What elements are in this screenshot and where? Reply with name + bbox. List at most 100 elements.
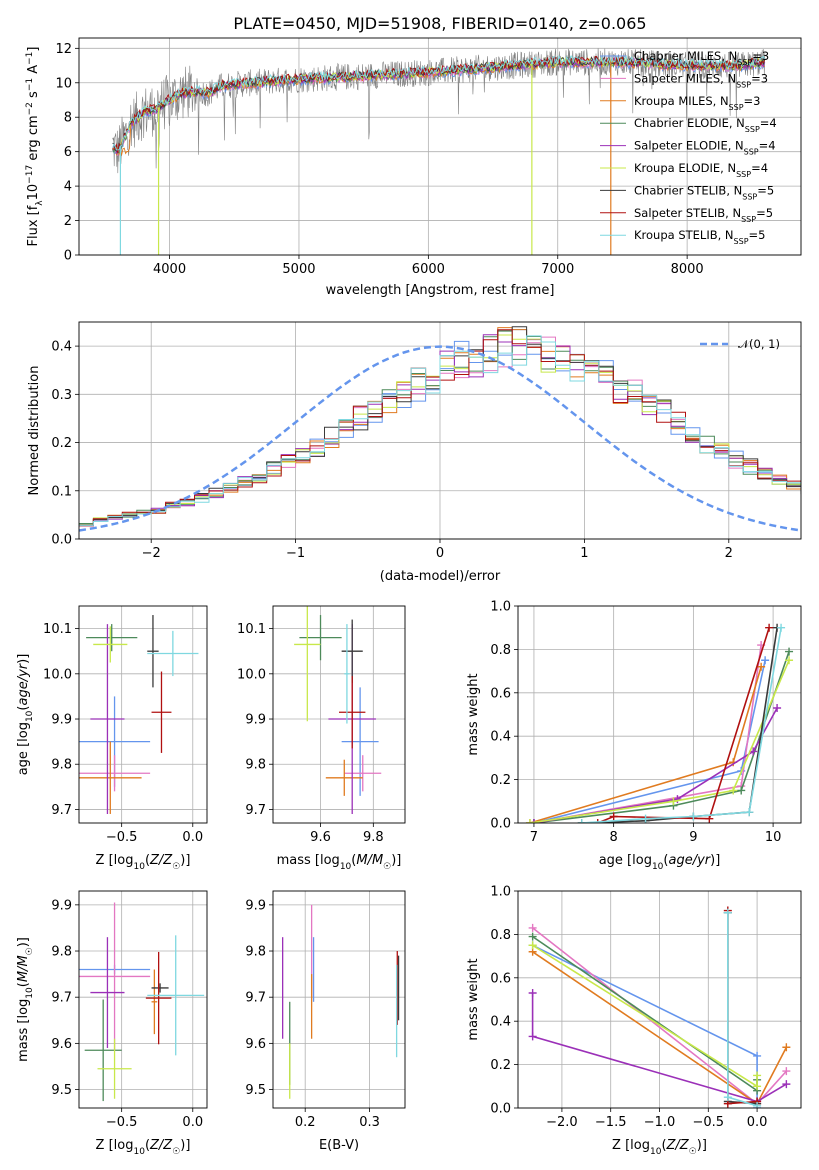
y-tick-label: 0.6 xyxy=(490,971,511,986)
y-tick-label: 9.9 xyxy=(245,713,266,728)
x-tick-label: −0.5 xyxy=(106,830,138,845)
plus-marker xyxy=(782,1067,791,1076)
plus-marker xyxy=(753,1071,762,1080)
plus-marker xyxy=(773,703,782,712)
y-tick-label: 9.9 xyxy=(245,898,266,913)
spectrum-lines xyxy=(112,48,766,255)
x-tick-label: 8000 xyxy=(671,262,704,277)
x-tick-label: −0.5 xyxy=(693,1115,725,1130)
legend-entry: Chabrier STELIB, NSSP=5 xyxy=(634,183,774,201)
errorbars xyxy=(79,902,205,1102)
weight-line xyxy=(531,993,787,1103)
errorbar-point xyxy=(90,624,125,814)
y-tick-label: 0.2 xyxy=(490,1058,511,1073)
y-axis-label: mass weight xyxy=(466,673,481,755)
errorbars xyxy=(79,615,199,814)
weight-line xyxy=(727,912,758,1105)
plus-marker xyxy=(528,923,537,932)
y-tick-label: 9.7 xyxy=(245,991,266,1006)
x-axis-label: wavelength [Angstrom, rest frame] xyxy=(326,283,555,298)
y-tick-label: 9.8 xyxy=(51,945,72,960)
y-tick-label: 9.9 xyxy=(51,898,72,913)
plus-marker xyxy=(782,1043,791,1052)
x-tick-label: 0 xyxy=(436,546,444,561)
y-tick-label: 0.3 xyxy=(51,388,72,403)
legend-entry: Salpeter STELIB, NSSP=5 xyxy=(634,206,773,224)
plus-marker xyxy=(765,623,774,632)
y-tick-label: 10.1 xyxy=(237,622,266,637)
errorbar-point xyxy=(86,624,138,652)
legend-entry: Chabrier ELODIE, NSSP=4 xyxy=(634,116,777,134)
y-tick-label: 2 xyxy=(64,214,72,229)
plus-marker xyxy=(729,786,738,795)
errorbar-point xyxy=(294,606,321,722)
x-tick-label: 0.0 xyxy=(182,1115,203,1130)
plus-marker xyxy=(525,819,534,823)
observed-spectrum-line xyxy=(112,48,766,174)
x-axis-label: Z [log10(Z/Z☉)] xyxy=(612,1138,707,1157)
weight-vs-Z-chart: −2.0 −1.5 −1.0 −0.5 0.0 0.0 0.2 0.4 0.6 0.8 1.0 Z [… xyxy=(466,885,802,1157)
plus-marker xyxy=(528,988,537,997)
x-tick-label: 2 xyxy=(725,546,733,561)
x-axis-label: mass [log10(M/M☉)] xyxy=(277,853,402,872)
y-tick-label: 0.6 xyxy=(490,686,511,701)
x-tick-label: 1 xyxy=(580,546,588,561)
weight-line xyxy=(532,944,758,1108)
y-tick-label: 6 xyxy=(64,145,72,160)
weight-line xyxy=(529,659,790,823)
y-axis-label: Flux [fλ10−17 erg cm−2 s−1 A−1] xyxy=(25,47,45,247)
legend-entry: Kroupa MILES, NSSP=3 xyxy=(634,94,760,112)
histogram-lines xyxy=(79,326,801,532)
errorbar-point xyxy=(147,615,159,688)
x-tick-label: 0.3 xyxy=(359,1115,380,1130)
y-tick-label: 9.7 xyxy=(51,991,72,1006)
plus-marker xyxy=(785,656,794,665)
weight-line xyxy=(532,935,758,1093)
x-tick-label: 7000 xyxy=(541,262,574,277)
y-tick-label: 0.8 xyxy=(490,928,511,943)
mass-vs-ebv-chart: 0.2 0.3 9.5 9.6 9.7 9.8 9.9 E(B-V) xyxy=(245,890,406,1153)
weight-vs-age-grid xyxy=(518,605,801,824)
y-tick-label: 0.2 xyxy=(51,436,72,451)
plus-marker xyxy=(689,812,698,821)
histogram-step xyxy=(79,329,801,527)
x-tick-label: 9 xyxy=(689,830,697,845)
x-tick-label: 0.0 xyxy=(182,830,203,845)
errorbar-point xyxy=(151,671,172,753)
spectrum-chart: 4000 5000 6000 7000 8000 0 2 4 6 8 10 12 wavelength … xyxy=(25,37,802,298)
plus-marker xyxy=(777,623,786,632)
x-tick-label: −1.5 xyxy=(595,1115,627,1130)
x-tick-label: 6000 xyxy=(412,262,445,277)
y-tick-label: 9.7 xyxy=(245,803,266,818)
plot-frame xyxy=(517,890,802,1109)
errorbar-point xyxy=(84,999,122,1102)
plus-marker xyxy=(737,786,746,795)
y-axis-label: age [log10(age/yr)] xyxy=(16,654,35,776)
x-tick-label: −0.5 xyxy=(106,1115,138,1130)
y-tick-label: 10.0 xyxy=(237,667,266,682)
errorbar-point xyxy=(299,615,342,661)
x-tick-label: −1 xyxy=(286,546,305,561)
plus-marker xyxy=(641,814,650,823)
y-tick-label: 1.0 xyxy=(490,600,511,615)
y-tick-label: 9.5 xyxy=(245,1083,266,1098)
legend-entry: Salpeter MILES, NSSP=3 xyxy=(634,71,768,89)
y-tick-label: 0 xyxy=(64,249,72,264)
y-tick-label: 0.8 xyxy=(490,643,511,658)
legend-entry: Salpeter ELODIE, NSSP=4 xyxy=(634,139,776,157)
errorbar-point xyxy=(341,619,363,683)
histogram-step xyxy=(79,330,801,524)
y-tick-label: 9.6 xyxy=(51,1037,72,1052)
age-vs-mass-grid xyxy=(273,606,405,823)
plus-marker xyxy=(745,808,754,817)
plot-frame xyxy=(78,37,802,256)
gaussian-line xyxy=(79,345,801,532)
x-tick-label: 0.0 xyxy=(747,1115,768,1130)
plot-frame xyxy=(78,890,208,1109)
weight-vs-age-chart: 7 8 9 10 0.0 0.2 0.4 0.6 0.8 1.0 age [log10(age/yr… xyxy=(466,600,802,872)
x-tick-label: −2 xyxy=(142,546,161,561)
y-tick-label: 4 xyxy=(64,180,72,195)
y-tick-label: 10 xyxy=(55,76,72,91)
plus-marker xyxy=(669,797,678,806)
